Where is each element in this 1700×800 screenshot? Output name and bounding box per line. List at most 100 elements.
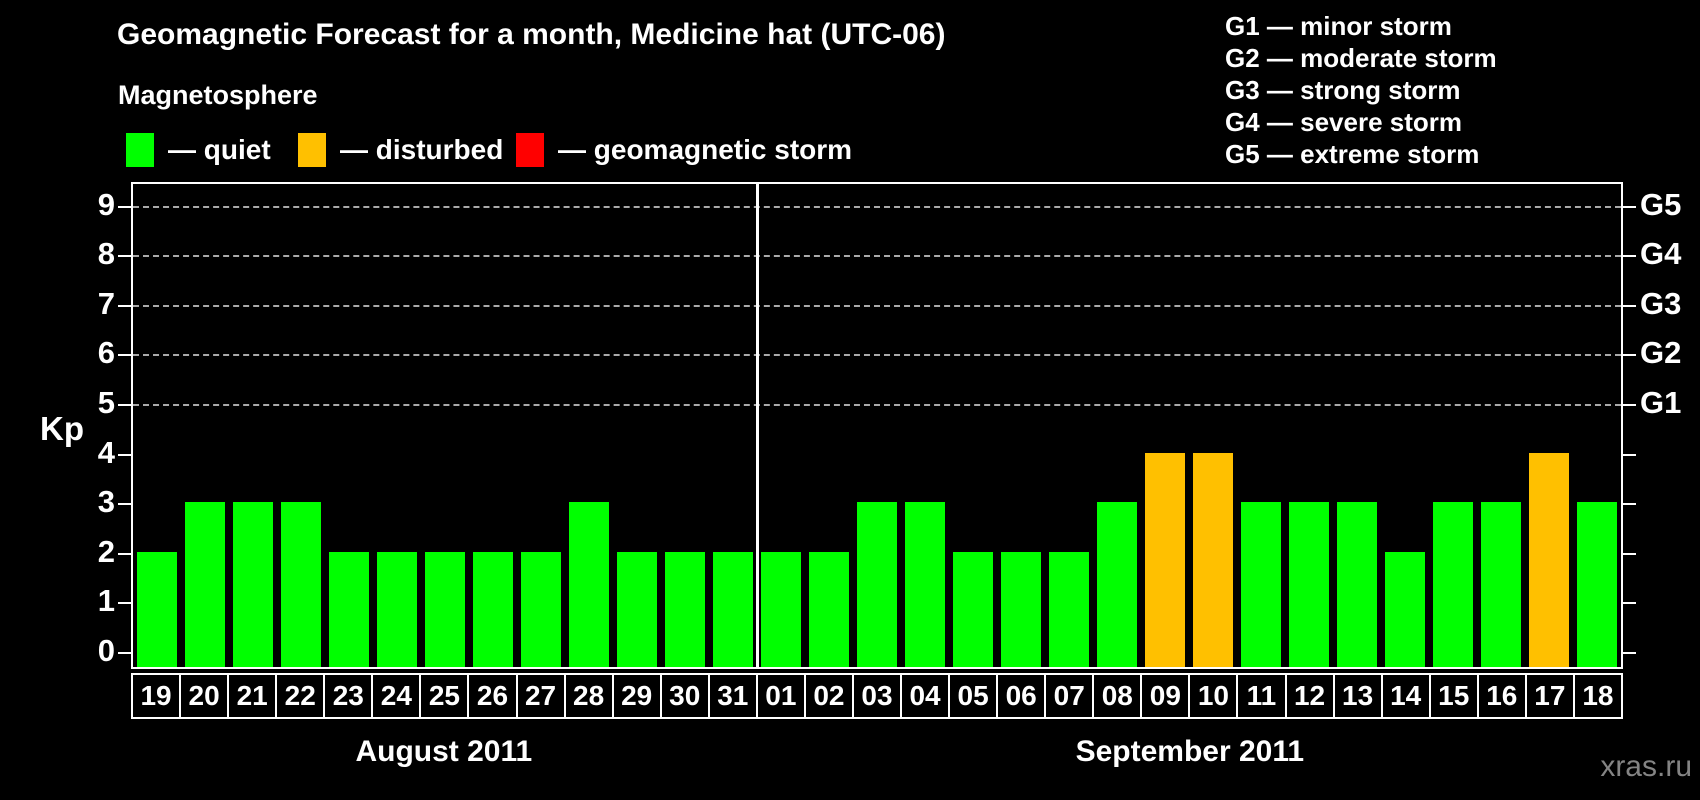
day-cell-25: 25 [419, 673, 470, 719]
page-title: Geomagnetic Forecast for a month, Medici… [117, 18, 946, 51]
day-cell-07: 07 [1044, 673, 1095, 719]
day-cell-30: 30 [659, 673, 710, 719]
kp-bar-day-24 [377, 551, 417, 667]
gridline-kp5 [133, 404, 1621, 406]
legend-item-label: — disturbed [340, 134, 504, 165]
kp-bar-day-14 [1385, 551, 1425, 667]
day-cell-03: 03 [851, 673, 902, 719]
y-tick-left-7 [118, 304, 131, 307]
y-tick-left-9 [118, 205, 131, 208]
y-tick-label-6: 6 [97, 335, 115, 371]
kp-bar-day-12 [1289, 502, 1329, 667]
kp-bar-day-18 [1577, 502, 1617, 667]
kp-bar-day-22 [281, 502, 321, 667]
kp-bar-day-31 [713, 551, 753, 667]
kp-bar-day-23 [329, 551, 369, 667]
y-tick-right-1 [1623, 602, 1636, 605]
day-cell-08: 08 [1092, 673, 1143, 719]
y-tick-left-0 [118, 652, 131, 654]
y-tick-right-2 [1623, 552, 1636, 555]
kp-bar-day-25 [425, 551, 465, 667]
storm-color-swatch [516, 133, 544, 167]
day-cell-27: 27 [515, 673, 566, 719]
kp-bar-day-20 [185, 502, 225, 667]
g-scale-legend: G1 — minor storm G2 — moderate storm G3 — … [1225, 10, 1497, 170]
y-tick-left-6 [118, 354, 131, 357]
y-tick-label-2: 2 [97, 533, 115, 569]
kp-bar-day-29 [617, 551, 657, 667]
y-tick-right-6 [1623, 354, 1636, 357]
day-cell-02: 02 [803, 673, 854, 719]
disturbed-color-swatch [298, 133, 326, 167]
day-cell-13: 13 [1332, 673, 1383, 719]
kp-bar-day-26 [473, 551, 513, 667]
day-cell-23: 23 [323, 673, 374, 719]
kp-bar-day-07 [1049, 551, 1089, 667]
month-separator-line [756, 184, 759, 667]
y-tick-left-2 [118, 552, 131, 555]
y-tick-left-3 [118, 503, 131, 506]
right-tick-label-G2: G2 [1640, 335, 1682, 371]
gridline-kp6 [133, 354, 1621, 357]
kp-bar-day-05 [953, 551, 993, 667]
g-legend-line: G3 — strong storm [1225, 75, 1461, 105]
y-tick-label-7: 7 [97, 285, 115, 321]
day-cell-12: 12 [1284, 673, 1335, 719]
legend-item-label: — geomagnetic storm [558, 134, 853, 165]
y-tick-left-5 [118, 404, 131, 406]
day-cell-11: 11 [1236, 673, 1287, 719]
kp-bar-day-13 [1337, 502, 1377, 667]
day-cell-15: 15 [1428, 673, 1479, 719]
kp-bar-day-27 [521, 551, 561, 667]
day-cell-29: 29 [611, 673, 662, 719]
y-tick-label-0: 0 [97, 633, 115, 668]
gridline-kp9 [133, 205, 1621, 208]
kp-bar-day-09 [1145, 452, 1185, 667]
month-label-1: September 2011 [1075, 735, 1305, 768]
right-tick-label-G4: G4 [1640, 236, 1682, 272]
day-cell-26: 26 [467, 673, 518, 719]
watermark: xras.ru [1600, 750, 1692, 783]
day-cell-31: 31 [707, 673, 758, 719]
kp-bar-day-02 [809, 551, 849, 667]
kp-bar-day-15 [1433, 502, 1473, 667]
kp-bar-day-17 [1529, 452, 1569, 667]
g-legend-line: G5 — extreme storm [1225, 139, 1480, 169]
kp-bar-day-08 [1097, 502, 1137, 667]
y-tick-label-3: 3 [97, 484, 115, 520]
kp-bar-day-28 [569, 502, 609, 667]
legend-item-disturbed: — disturbed [298, 133, 503, 167]
legend-item-storm: — geomagnetic storm [516, 133, 852, 167]
y-tick-right-5 [1623, 404, 1636, 406]
quiet-color-swatch [126, 133, 154, 167]
y-tick-label-5: 5 [97, 385, 115, 420]
day-cell-14: 14 [1380, 673, 1431, 719]
legend-item-label: — quiet [168, 134, 271, 165]
y-tick-right-9 [1623, 205, 1636, 208]
kp-bar-day-19 [137, 551, 177, 667]
y-tick-left-8 [118, 255, 131, 258]
day-cell-20: 20 [179, 673, 230, 719]
y-tick-right-0 [1623, 652, 1636, 654]
right-tick-label-G5: G5 [1640, 186, 1682, 222]
kp-bar-day-30 [665, 551, 705, 667]
day-cell-04: 04 [900, 673, 951, 719]
y-axis-title: Kp [40, 410, 84, 447]
kp-bar-day-04 [905, 502, 945, 667]
y-tick-left-4 [118, 453, 131, 456]
y-tick-label-4: 4 [97, 434, 115, 470]
gridline-kp8 [133, 255, 1621, 258]
day-cell-18: 18 [1572, 673, 1623, 719]
day-cell-09: 09 [1140, 673, 1191, 719]
kp-bar-day-10 [1193, 452, 1233, 667]
kp-bar-day-01 [761, 551, 801, 667]
day-cell-28: 28 [563, 673, 614, 719]
day-cell-19: 19 [131, 673, 182, 719]
g-legend-line: G1 — minor storm [1225, 11, 1452, 41]
day-cell-10: 10 [1188, 673, 1239, 719]
day-cell-17: 17 [1524, 673, 1575, 719]
kp-bar-day-03 [857, 502, 897, 667]
right-tick-label-G1: G1 [1640, 385, 1682, 420]
kp-bar-day-06 [1001, 551, 1041, 667]
